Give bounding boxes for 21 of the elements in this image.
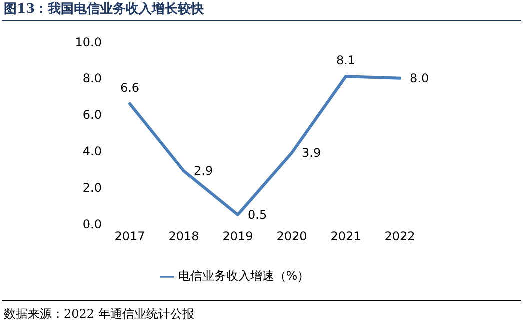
data-label: 0.5 — [248, 208, 268, 222]
data-label: 6.6 — [120, 80, 140, 95]
x-tick-label: 2021 — [330, 230, 362, 244]
y-tick-label: 0.0 — [82, 217, 102, 232]
y-tick-label: 4.0 — [82, 144, 102, 158]
y-tick-label: 2.0 — [82, 180, 102, 195]
legend-label: 电信业务收入增速（%） — [178, 269, 310, 283]
y-tick-label: 10.0 — [75, 35, 102, 50]
x-tick-label: 2017 — [114, 230, 146, 244]
chart-title: 图13：我国电信业务收入增长较快 — [4, 0, 204, 18]
y-tick-label: 8.0 — [82, 72, 102, 86]
x-tick-label: 2019 — [222, 230, 254, 244]
x-tick-label: 2022 — [384, 230, 416, 244]
data-label: 3.9 — [302, 146, 322, 160]
data-label: 2.9 — [194, 164, 214, 178]
data-label: 8.1 — [336, 54, 356, 68]
x-tick-label: 2020 — [276, 230, 308, 244]
source-note: 数据来源：2022 年通信业统计公报 — [4, 306, 194, 323]
y-tick-label: 6.0 — [82, 108, 102, 122]
data-label: 8.0 — [410, 71, 430, 86]
x-tick-label: 2018 — [168, 230, 200, 244]
